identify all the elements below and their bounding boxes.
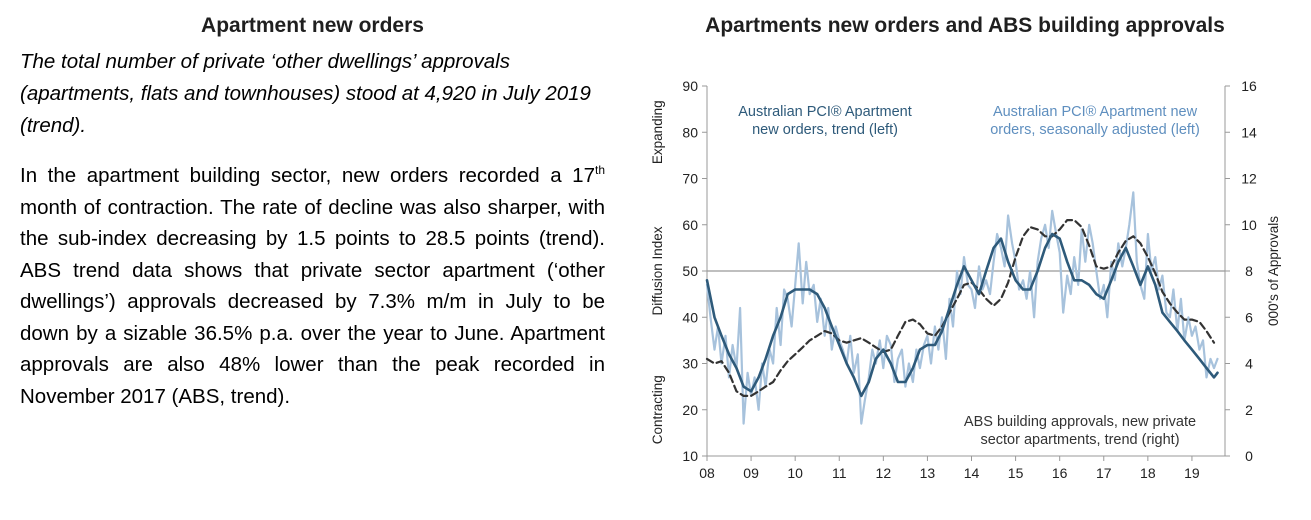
right-tick-label: 10 [1241, 217, 1257, 233]
annotation-abs-line2: sector apartments, trend (right) [980, 432, 1179, 448]
lead-paragraph: The total number of private ‘other dwell… [20, 50, 591, 137]
series-trend-line [705, 232, 1219, 398]
annotation-trend-line1: Australian PCI® Apartment [738, 104, 911, 120]
y-axis-left-label: Diffusion Index [650, 226, 665, 315]
right-tick-label: 12 [1241, 171, 1257, 187]
right-tick-label: 4 [1245, 356, 1253, 372]
right-tick-label: 6 [1245, 309, 1253, 325]
section-heading: Apartment new orders [201, 14, 424, 37]
right-tick-label: 0 [1245, 448, 1253, 464]
annotation-sa-line1: Australian PCI® Apartment new [993, 104, 1198, 120]
series-abs-line [705, 219, 1216, 397]
x-tick-label: 19 [1184, 465, 1200, 481]
right-tick-label: 2 [1245, 402, 1253, 418]
body-paragraph: In the apartment building sector, new or… [20, 160, 605, 412]
x-tick-label: 12 [876, 465, 892, 481]
x-tick-label: 18 [1140, 465, 1156, 481]
expanding-label: Expanding [650, 100, 665, 164]
left-tick-label: 40 [682, 309, 698, 325]
annotation-sa-line2: orders, seasonally adjusted (left) [990, 122, 1200, 138]
annotation-trend-line2: new orders, trend (left) [752, 122, 898, 138]
left-tick-label: 80 [682, 124, 698, 140]
right-tick-label: 16 [1241, 78, 1257, 94]
y-axis-right-label: 000's of Approvals [1266, 216, 1281, 326]
left-tick-label: 50 [682, 263, 698, 279]
right-tick-label: 8 [1245, 263, 1253, 279]
x-tick-label: 10 [787, 465, 803, 481]
x-tick-label: 17 [1096, 465, 1112, 481]
chart-title: Apartments new orders and ABS building a… [705, 14, 1225, 37]
x-tick-label: 09 [743, 465, 759, 481]
chart-panel: Apartments new orders and ABS building a… [630, 14, 1300, 514]
x-tick-label: 13 [920, 465, 936, 481]
line-chart: 10 20 30 40 50 60 70 80 90 0 2 4 6 8 10 12 14 16 08 09 10 11 1… [650, 78, 1281, 481]
body-superscript: th [594, 163, 605, 178]
body-text-start: In the apartment building sector, new or… [20, 164, 595, 187]
left-tick-label: 60 [682, 217, 698, 233]
series-sa-line [705, 191, 1219, 425]
left-tick-label: 70 [682, 171, 698, 187]
annotation-abs-line1: ABS building approvals, new private [964, 414, 1196, 430]
x-tick-label: 08 [699, 465, 715, 481]
contracting-label: Contracting [650, 375, 665, 444]
body-text-rest: month of contraction. The rate of declin… [20, 195, 605, 408]
x-tick-label: 16 [1052, 465, 1068, 481]
right-tick-label: 14 [1241, 124, 1257, 140]
left-tick-label: 10 [682, 448, 698, 464]
commentary-panel: Apartment new orders The total number of… [20, 14, 605, 412]
x-tick-label: 15 [1008, 465, 1024, 481]
x-tick-label: 14 [964, 465, 980, 481]
left-tick-label: 30 [682, 356, 698, 372]
left-tick-label: 90 [682, 78, 698, 94]
x-tick-label: 11 [832, 465, 847, 481]
left-tick-label: 20 [682, 402, 698, 418]
